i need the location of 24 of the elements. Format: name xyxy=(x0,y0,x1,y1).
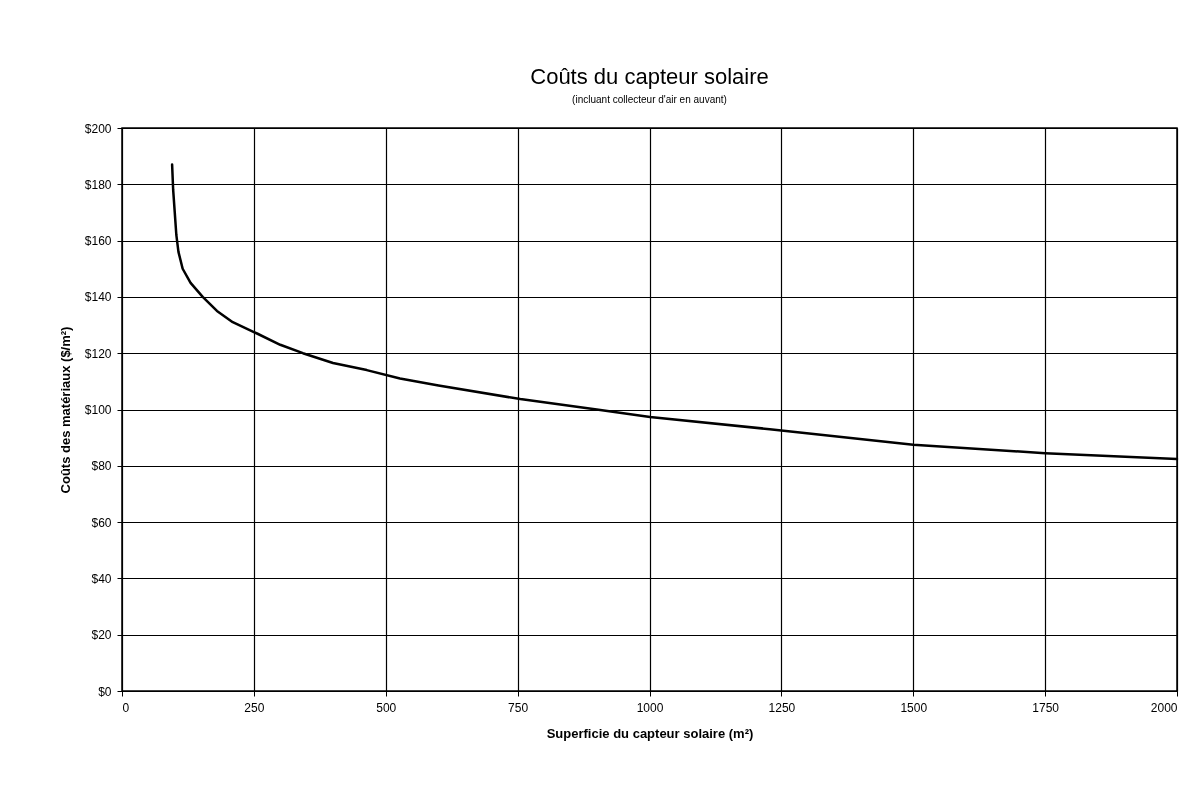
x-tick-label: 1250 xyxy=(768,700,796,715)
chart-subtitle: (incluant collecteur d'air en auvant) xyxy=(572,94,727,105)
chart-title: Coûts du capteur solaire xyxy=(530,64,769,89)
x-tick-label: 500 xyxy=(376,700,397,715)
x-tick-label: 0 xyxy=(122,700,130,715)
x-tick-label: 750 xyxy=(508,700,529,715)
x-tick-label: 1500 xyxy=(900,700,928,715)
x-tick-label: 1750 xyxy=(1032,700,1060,715)
x-tick-label: 1000 xyxy=(636,700,664,715)
y-axis-title: Coûts des matériaux ($/m²) xyxy=(57,326,73,494)
y-tick-label: $120 xyxy=(84,346,112,361)
y-tick-label: $60 xyxy=(91,515,112,530)
y-tick-label: $140 xyxy=(84,290,112,305)
y-tick-label: $0 xyxy=(98,684,112,699)
x-axis-title: Superficie du capteur solaire (m²) xyxy=(546,725,754,741)
y-tick-label: $180 xyxy=(84,177,112,192)
y-tick-label: $160 xyxy=(84,234,112,249)
x-tick-label: 250 xyxy=(244,700,265,715)
y-tick-label: $200 xyxy=(84,121,112,136)
y-tick-label: $80 xyxy=(91,459,112,474)
y-tick-label: $40 xyxy=(91,571,112,586)
y-tick-label: $100 xyxy=(84,403,112,417)
y-tick-label: $20 xyxy=(91,628,112,643)
x-tick-label: 2000 xyxy=(1150,700,1178,715)
